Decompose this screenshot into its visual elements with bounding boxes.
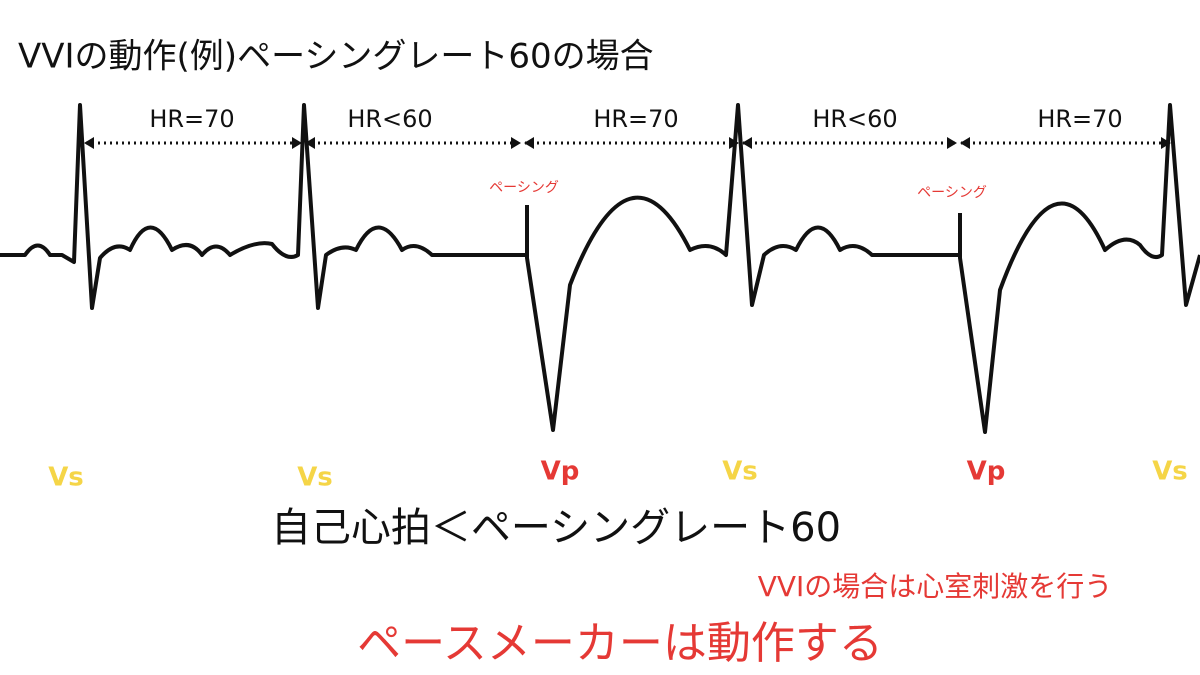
interval-label: HR=70 (149, 105, 234, 133)
interval-label: HR=70 (593, 105, 678, 133)
pacing-label: ペーシング (917, 185, 987, 201)
beat-label: Vs (48, 463, 84, 493)
beat-label: Vs (1152, 457, 1188, 487)
pacing-label: ペーシング (489, 180, 559, 196)
conclusion: ペースメーカーは動作する (357, 618, 883, 669)
interval-label: HR<60 (812, 105, 897, 133)
ecg-waveform (0, 103, 1200, 434)
condition: 自己心拍＜ペーシングレート60 (271, 505, 841, 551)
beat-label: Vp (967, 457, 1006, 487)
interval-label: HR<60 (347, 105, 432, 133)
interval-label: HR=70 (1037, 105, 1122, 133)
beat-label: Vs (722, 457, 758, 487)
beat-label: Vs (297, 463, 333, 493)
beat-label: Vp (541, 457, 580, 487)
title: VVIの動作(例)ペーシングレート60の場合 (18, 37, 654, 77)
note: VVIの場合は心室刺激を行う (758, 570, 1113, 603)
